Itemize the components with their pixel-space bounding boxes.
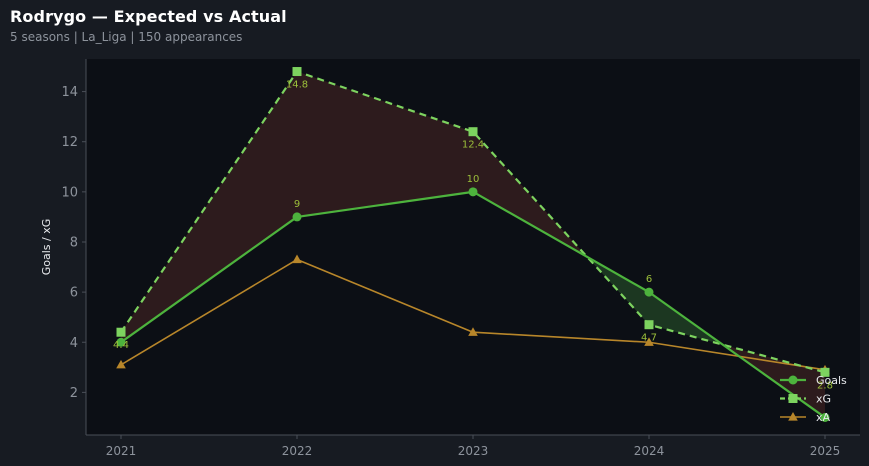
- series-xg: [116, 67, 830, 377]
- chart-title: Rodrygo — Expected vs Actual: [10, 7, 287, 26]
- y-tick-label: 12: [61, 135, 78, 150]
- goals-data-label: 10: [467, 174, 480, 185]
- legend-marker-xg: [788, 394, 798, 403]
- legend-label-xa: xA: [816, 411, 831, 424]
- underperformance-fill: [297, 71, 473, 217]
- legend-label-goals: Goals: [816, 374, 847, 387]
- xg-point: [820, 367, 830, 377]
- x-tick-label: 2025: [810, 444, 841, 458]
- xg-point: [468, 127, 478, 137]
- y-tick-label: 10: [61, 185, 78, 200]
- xg-data-label: 12.4: [462, 140, 484, 151]
- xg-data-label: 4.7: [641, 333, 657, 344]
- xg-point: [644, 320, 654, 330]
- legend-item-xa: xA: [780, 411, 831, 424]
- y-tick-label: 4: [70, 336, 78, 351]
- xg-data-label: 4.4: [113, 340, 129, 351]
- goals-point: [116, 337, 126, 347]
- goals-point: [468, 187, 478, 197]
- y-tick-label: 8: [70, 235, 78, 250]
- x-tick-label: 2024: [634, 444, 665, 458]
- legend-label-xg: xG: [816, 393, 831, 406]
- xa-point: [644, 337, 654, 346]
- chart-subtitle: 5 seasons | La_Liga | 150 appearances: [10, 30, 243, 44]
- goals-point: [292, 212, 302, 222]
- data-labels: 9 10 6 4.4 14.8 12.4 4.7 2.8: [113, 80, 833, 392]
- y-axis-label: Goals / xG: [40, 219, 53, 276]
- goals-data-label: 9: [294, 199, 300, 210]
- xg-point: [116, 327, 126, 337]
- xg-data-label: 14.8: [286, 80, 308, 91]
- xg-data-label: 2.8: [817, 380, 833, 391]
- legend: Goals xG xA: [780, 374, 847, 424]
- goals-point: [820, 412, 830, 422]
- legend-item-xg: xG: [780, 393, 831, 406]
- goals-data-label: 6: [646, 274, 652, 285]
- y-tick-label: 6: [70, 286, 78, 301]
- series-goals: [116, 187, 830, 422]
- overperformance-fill: [587, 256, 649, 325]
- x-tick-label: 2022: [282, 444, 313, 458]
- x-tick-label: 2021: [106, 444, 137, 458]
- axes: 2 4 6 8 10 12 14 2021 2022 2023 2024 2025: [61, 59, 860, 458]
- goals-point: [644, 287, 654, 297]
- xg-point: [292, 67, 302, 77]
- xg-line: [120, 70, 826, 374]
- xa-point: [292, 254, 302, 264]
- series-lines: [116, 67, 830, 422]
- underperformance-fill: [121, 71, 297, 343]
- legend-item-goals: Goals: [780, 374, 847, 387]
- x-tick-label: 2023: [458, 444, 489, 458]
- y-tick-label: 2: [70, 386, 78, 401]
- legend-marker-xa: [788, 412, 798, 421]
- legend-marker-goals: [788, 375, 798, 385]
- xa-point: [468, 327, 478, 336]
- xa-point: [116, 359, 126, 369]
- y-tick-label: 14: [61, 85, 78, 100]
